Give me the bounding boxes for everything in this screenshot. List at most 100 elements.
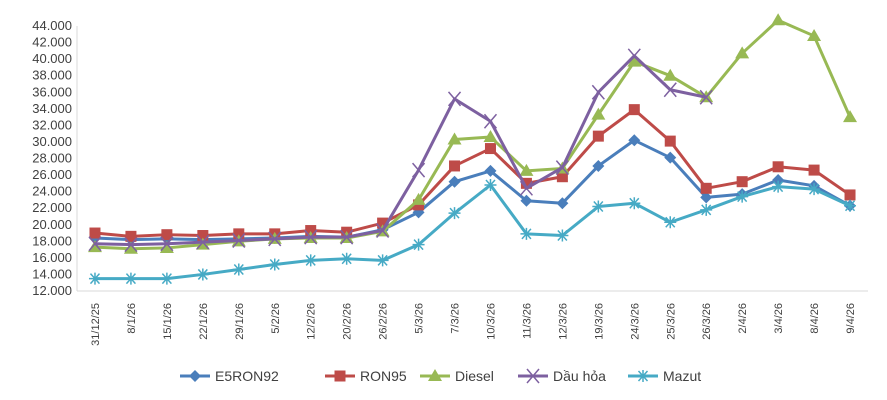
- star-marker: [772, 180, 785, 193]
- star-marker: [844, 199, 857, 212]
- triangle-marker: [159, 240, 174, 253]
- legend-label: Dầu hỏa: [553, 368, 606, 384]
- diamond-marker: [664, 151, 677, 164]
- x-marker: [483, 113, 498, 129]
- square-marker: [449, 160, 461, 172]
- diamond-marker: [628, 134, 641, 147]
- x-marker: [88, 236, 102, 252]
- y-tick-label: 22.000: [32, 200, 72, 215]
- x-marker: [196, 234, 210, 250]
- x-tick-label: 2/4/26: [737, 303, 749, 334]
- star-marker: [448, 207, 461, 220]
- square-marker: [484, 143, 496, 155]
- star-marker: [664, 216, 677, 229]
- x-marker: [699, 89, 713, 105]
- star-marker: [376, 254, 389, 267]
- x-marker: [268, 231, 282, 247]
- triangle-marker: [807, 28, 822, 41]
- square-marker: [772, 161, 784, 173]
- x-tick-label: 5/2/26: [270, 303, 282, 334]
- series-line: [94, 138, 851, 242]
- x-marker: [304, 229, 318, 245]
- y-tick-label: 18.000: [32, 233, 72, 248]
- diamond-marker: [592, 159, 605, 172]
- series-diesel: [87, 13, 858, 254]
- series-line: [94, 108, 851, 238]
- triangle-marker: [411, 192, 426, 205]
- triangle-marker: [663, 68, 678, 81]
- triangle-marker: [843, 110, 858, 123]
- diamond-marker: [189, 370, 201, 382]
- square-marker: [520, 177, 532, 189]
- y-tick-label: 38.000: [32, 68, 72, 83]
- triangle-marker: [519, 163, 534, 176]
- y-tick-label: 12.000: [32, 283, 72, 298]
- x-tick-label: 10/3/26: [485, 303, 497, 340]
- x-tick-label: 29/1/26: [234, 303, 246, 340]
- triangle-marker: [428, 369, 442, 381]
- square-marker: [161, 229, 173, 241]
- star-marker: [808, 183, 821, 196]
- series-dầu-hỏa: [88, 48, 713, 253]
- x-marker: [160, 236, 174, 252]
- square-marker: [628, 104, 640, 116]
- square-marker: [233, 228, 245, 240]
- y-tick-label: 32.000: [32, 117, 72, 132]
- star-marker: [232, 263, 245, 276]
- x-marker: [627, 48, 641, 64]
- square-marker: [700, 182, 712, 194]
- triangle-marker: [123, 241, 138, 254]
- legend-item: RON95: [325, 368, 407, 384]
- star-marker: [628, 197, 641, 210]
- legend-item: Dầu hỏa: [518, 368, 606, 384]
- x-tick-label: 20/2/26: [342, 303, 354, 340]
- square-marker: [89, 227, 101, 239]
- star-marker: [304, 254, 317, 267]
- square-marker: [334, 370, 346, 382]
- series-e5ron92: [88, 134, 857, 246]
- series-ron95: [89, 104, 856, 242]
- diamond-marker: [448, 175, 461, 188]
- x-tick-label: 3/4/26: [773, 303, 785, 334]
- triangle-marker: [447, 132, 462, 145]
- diamond-marker: [520, 194, 533, 207]
- legend-label: Mazut: [663, 368, 701, 384]
- legend-label: Diesel: [455, 368, 494, 384]
- x-tick-label: 26/3/26: [701, 303, 713, 340]
- legend-item: Diesel: [420, 368, 494, 384]
- triangle-marker: [87, 240, 102, 253]
- y-tick-label: 44.000: [32, 18, 72, 33]
- x-marker: [232, 232, 246, 248]
- square-marker: [197, 230, 209, 242]
- y-tick-label: 36.000: [32, 84, 72, 99]
- x-tick-label: 12/3/26: [557, 303, 569, 340]
- x-tick-label: 8/4/26: [809, 303, 821, 334]
- star-marker: [412, 238, 425, 251]
- star-marker: [556, 229, 569, 242]
- star-marker: [484, 179, 497, 191]
- x-marker: [411, 162, 426, 178]
- x-tick-label: 22/1/26: [198, 303, 210, 340]
- y-tick-label: 26.000: [32, 167, 72, 182]
- diamond-marker: [700, 191, 713, 204]
- star-marker: [736, 190, 749, 203]
- series-line: [94, 183, 851, 281]
- triangle-marker: [627, 54, 642, 67]
- x-tick-label: 24/3/26: [629, 303, 641, 340]
- legend-label: E5RON92: [215, 368, 279, 384]
- x-marker: [526, 368, 540, 384]
- x-tick-label: 12/2/26: [306, 303, 318, 340]
- x-marker: [519, 180, 534, 196]
- legend-item: Mazut: [628, 368, 701, 384]
- x-marker: [376, 223, 390, 239]
- y-tick-label: 14.000: [32, 266, 72, 281]
- series-line: [94, 18, 852, 251]
- star-marker: [88, 272, 101, 285]
- x-tick-label: 19/3/26: [593, 303, 605, 340]
- series-mazut: [88, 179, 857, 285]
- square-marker: [844, 189, 856, 201]
- square-marker: [808, 164, 820, 176]
- square-marker: [664, 135, 676, 147]
- legend: E5RON92 RON95 Diesel Dầu hỏa Mazut: [180, 368, 701, 384]
